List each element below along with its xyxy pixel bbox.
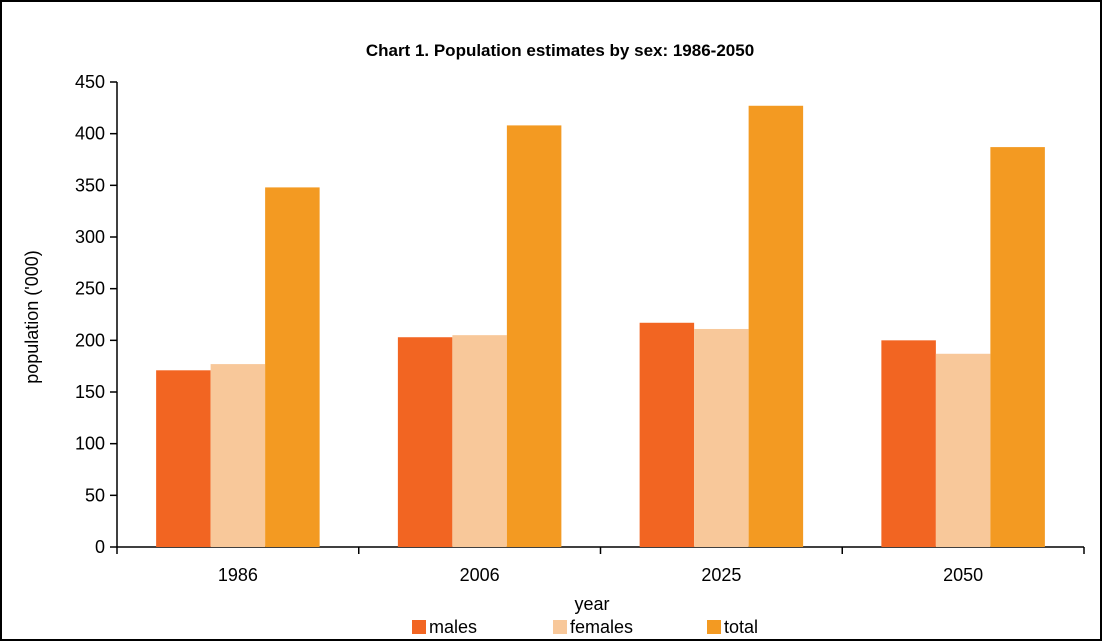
y-tick-label: 150 xyxy=(75,382,105,402)
bar-females-2050 xyxy=(935,353,991,547)
bar-males-2006 xyxy=(397,337,453,547)
y-axis: 0 50 100 150 200 250 300 350 400 450 xyxy=(75,72,118,557)
legend-label-females: females xyxy=(570,617,633,637)
y-tick-label: 300 xyxy=(75,227,105,247)
y-tick-label: 450 xyxy=(75,72,105,92)
chart-title: Chart 1. Population estimates by sex: 19… xyxy=(366,41,754,60)
bar-females-2006 xyxy=(452,335,507,547)
y-axis-label: population ('000) xyxy=(22,250,42,384)
bar-males-2050 xyxy=(881,340,936,547)
bar-females-2025 xyxy=(694,328,749,547)
x-axis-label: year xyxy=(574,594,609,614)
bar-males-1986 xyxy=(156,370,211,547)
x-axis: 1986 2006 2025 2050 xyxy=(116,546,1085,585)
y-tick-label: 400 xyxy=(75,124,105,144)
x-tick-label: 1986 xyxy=(218,565,258,585)
legend: males females total xyxy=(412,617,758,637)
y-tick-label: 350 xyxy=(75,175,105,195)
legend-swatch-males xyxy=(412,620,426,634)
y-tick-label: 200 xyxy=(75,330,105,350)
bar-total-2025 xyxy=(748,105,804,548)
y-tick-label: 250 xyxy=(75,279,105,299)
y-tick-label: 0 xyxy=(95,537,105,557)
legend-swatch-females xyxy=(553,620,567,634)
y-tick-label: 50 xyxy=(85,485,105,505)
x-tick-label: 2025 xyxy=(701,565,741,585)
bar-females-1986 xyxy=(210,364,266,547)
legend-label-males: males xyxy=(429,617,477,637)
x-tick-label: 2006 xyxy=(460,565,500,585)
bar-total-2006 xyxy=(506,125,562,548)
legend-swatch-total xyxy=(707,620,721,634)
bar-males-2025 xyxy=(639,322,695,547)
bars xyxy=(156,105,1045,548)
bar-total-1986 xyxy=(265,187,320,547)
bar-total-2050 xyxy=(990,147,1045,547)
y-tick-label: 100 xyxy=(75,434,105,454)
legend-label-total: total xyxy=(724,617,758,637)
x-tick-label: 2050 xyxy=(943,565,983,585)
